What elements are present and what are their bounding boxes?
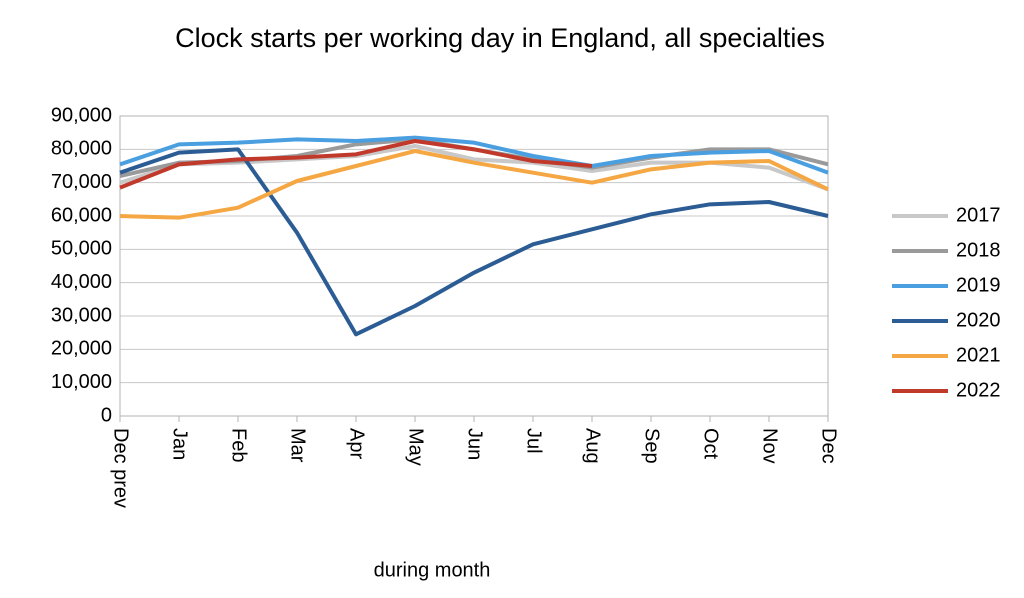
- y-tick-label: 50,000: [51, 238, 112, 260]
- legend-label: 2018: [956, 239, 1001, 261]
- x-tick-label: Jul: [523, 428, 545, 454]
- legend-label: 2017: [956, 204, 1001, 226]
- chart-title: Clock starts per working day in England,…: [175, 23, 825, 53]
- y-tick-label: 90,000: [51, 104, 112, 126]
- legend-label: 2021: [956, 344, 1001, 366]
- series-line: [119, 139, 593, 190]
- legend-label: 2020: [956, 309, 1001, 331]
- x-tick-label: Mar: [287, 428, 309, 463]
- x-tick-label: Oct: [700, 428, 722, 460]
- x-axis-label: during month: [374, 559, 491, 581]
- x-tick-label: Jan: [169, 428, 191, 460]
- x-tick-label: Sep: [641, 428, 663, 464]
- x-tick-label: Feb: [228, 428, 250, 462]
- series-line: [119, 149, 829, 220]
- x-tick-label: Dec prev: [110, 428, 132, 508]
- x-tick-label: Aug: [582, 428, 604, 464]
- y-tick-label: 70,000: [51, 171, 112, 193]
- y-tick-label: 60,000: [51, 204, 112, 226]
- y-tick-label: 20,000: [51, 338, 112, 360]
- y-tick-label: 0: [101, 404, 112, 426]
- legend-label: 2022: [956, 379, 1001, 401]
- legend-label: 2019: [956, 274, 1001, 296]
- x-tick-label: Apr: [346, 428, 368, 459]
- x-tick-label: May: [405, 428, 427, 466]
- x-tick-label: Dec: [818, 428, 840, 464]
- x-tick-label: Nov: [759, 428, 781, 464]
- y-tick-label: 30,000: [51, 304, 112, 326]
- series-line: [119, 147, 829, 337]
- x-tick-label: Jun: [464, 428, 486, 460]
- y-tick-label: 80,000: [51, 138, 112, 160]
- series-line: [119, 135, 829, 175]
- y-tick-label: 40,000: [51, 271, 112, 293]
- y-tick-label: 10,000: [51, 371, 112, 393]
